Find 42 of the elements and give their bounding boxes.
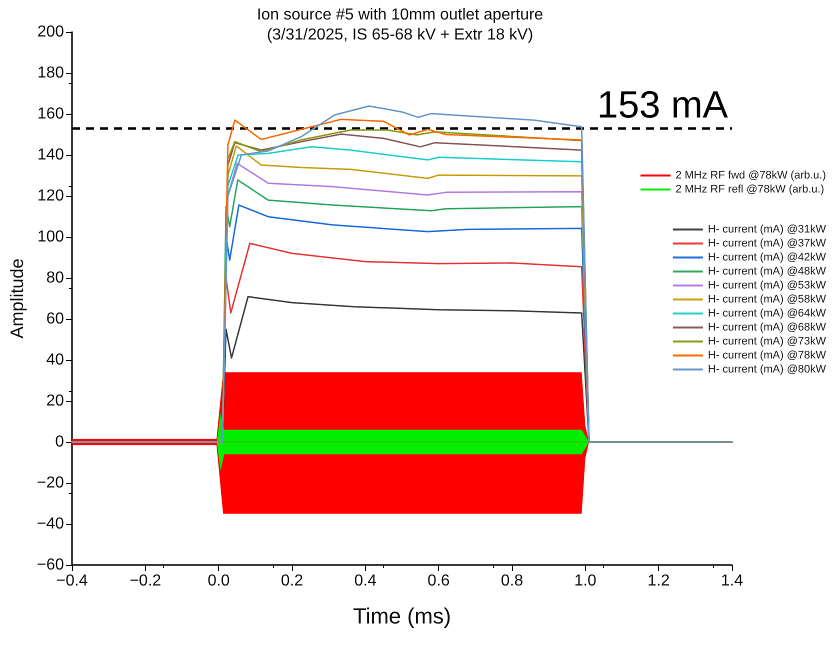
y-tick-label: 160: [37, 106, 64, 122]
y-tick-label: 40: [46, 352, 64, 368]
x-tick-label: 1.4: [720, 572, 744, 590]
y-tick-label: 60: [46, 310, 64, 328]
y-axis-title: Amplitude: [7, 258, 27, 339]
legend-label: H- current (mA) @53kW: [708, 280, 827, 292]
x-tick-label: 1.0: [574, 572, 597, 590]
x-tick-label: 0.2: [280, 572, 304, 590]
y-tick-label: 100: [37, 228, 64, 246]
ref-line-label: 153 mA: [597, 84, 729, 126]
legend-label: H- current (mA) @31kW: [708, 224, 827, 236]
x-tick-label: 0.4: [354, 572, 377, 590]
legend-label: H- current (mA) @42kW: [708, 252, 827, 264]
y-tick-label: 140: [37, 146, 64, 164]
y-tick-label: −40: [36, 516, 64, 532]
y-tick-label: −20: [36, 474, 64, 492]
chart-subtitle: (3/31/2025, IS 65-68 kV + Extr 18 kV): [266, 26, 534, 44]
legend-label: H- current (mA) @73kW: [708, 336, 827, 348]
y-tick-label: 180: [37, 64, 64, 82]
x-tick-label: 0.6: [428, 572, 450, 590]
legend-label: 2 MHz RF fwd @78kW (arb.u.): [675, 170, 826, 182]
y-tick-label: −60: [36, 556, 64, 574]
legend-label: H- current (mA) @58kW: [708, 294, 827, 306]
x-tick-label: 0.0: [208, 572, 230, 590]
x-tick-label: 0.8: [500, 572, 524, 590]
x-tick-label: −0.2: [130, 572, 162, 590]
chart-title: Ion source #5 with 10mm outlet aperture: [256, 6, 544, 24]
legend-label: H- current (mA) @68kW: [708, 322, 827, 334]
x-tick-label: −0.4: [56, 572, 88, 590]
y-tick-label: 200: [37, 24, 64, 40]
legend-label: H- current (mA) @80kW: [708, 364, 827, 376]
x-tick-label: 1.2: [648, 572, 670, 590]
legend-label: 2 MHz RF refl @78kW (arb.u.): [675, 184, 824, 196]
y-tick-label: 0: [55, 434, 64, 450]
y-tick-label: 120: [37, 188, 64, 204]
legend-label: H- current (mA) @78kW: [708, 350, 827, 362]
legend-label: H- current (mA) @64kW: [708, 308, 827, 320]
legend-label: H- current (mA) @48kW: [708, 266, 827, 278]
y-tick-label: 20: [46, 392, 64, 410]
y-tick-label: 80: [46, 270, 64, 286]
x-axis-title: Time (ms): [352, 604, 452, 628]
legend-label: H- current (mA) @37kW: [708, 238, 827, 250]
